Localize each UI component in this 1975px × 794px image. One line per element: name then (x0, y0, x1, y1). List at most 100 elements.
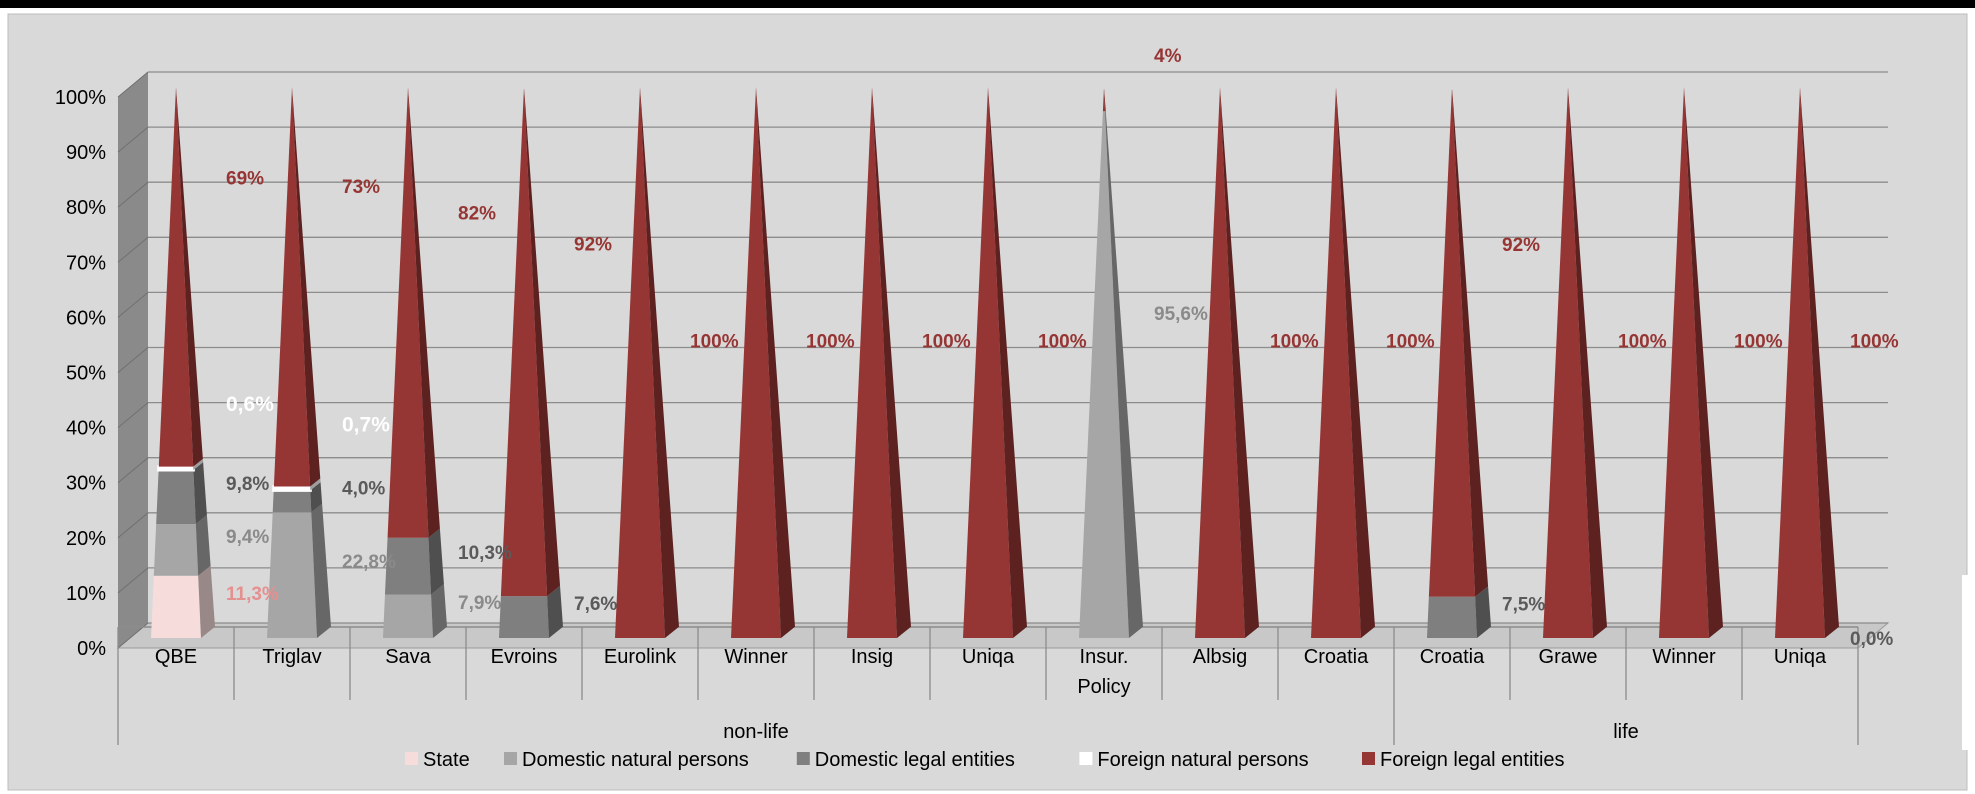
data-label: 92% (574, 235, 612, 256)
segment-front (387, 87, 429, 538)
data-label: 100% (806, 332, 855, 353)
right-shadow (1962, 575, 1975, 750)
x-tick-label: Uniqa (962, 646, 1015, 668)
top-bar (0, 0, 1975, 8)
pyramid-12 (1427, 89, 1491, 638)
data-label: 100% (1038, 332, 1087, 353)
legend-swatch (504, 752, 517, 765)
legend-label: State (423, 749, 470, 771)
segment-side (1684, 87, 1723, 638)
wall-gridline (117, 71, 149, 98)
segment-front (156, 469, 196, 524)
x-tick-label: Uniqa (1774, 646, 1827, 668)
pyramid-13 (1543, 87, 1607, 638)
segment-side (1104, 89, 1106, 112)
segment-side (431, 584, 447, 638)
segment-front (731, 87, 781, 638)
segment-side (756, 87, 795, 638)
wall-gridline (117, 236, 149, 263)
segment-side (195, 515, 211, 576)
wall-gridline (117, 126, 149, 153)
legend-item: Domestic legal entities (796, 749, 1015, 771)
data-label: 7,5% (1502, 594, 1545, 615)
legend-label: Domestic legal entities (815, 749, 1015, 771)
data-label: 10,3% (458, 543, 512, 564)
data-label: 0,6% (226, 393, 274, 416)
data-label: 0,0% (1850, 629, 1893, 650)
x-tick-label: Grawe (1539, 646, 1598, 668)
segment-side (872, 87, 911, 638)
y-tick-label: 70% (66, 252, 106, 274)
wall-gridline (117, 512, 149, 539)
data-label: 4,0% (342, 478, 385, 499)
segment-side (176, 87, 203, 467)
data-label: 22,8% (342, 552, 396, 573)
y-tick-label: 90% (66, 142, 106, 164)
legend-item: Foreign legal entities (1362, 749, 1565, 771)
pyramid-5 (615, 87, 679, 638)
group-label: life (1613, 721, 1639, 743)
wall-gridline (117, 347, 149, 373)
x-tick-label: Albsig (1193, 646, 1247, 668)
segment-front (151, 575, 201, 638)
segment-side (1800, 87, 1839, 638)
pyramid-10 (1195, 87, 1259, 638)
pyramid-14 (1659, 87, 1723, 638)
group-label: non-life (723, 721, 789, 743)
segment-front (267, 512, 317, 638)
segment-front (1079, 111, 1129, 638)
segment-side (310, 482, 323, 513)
data-label: 100% (690, 332, 739, 353)
segment-side (311, 503, 331, 638)
segment-side (1475, 586, 1491, 638)
legend-label: Foreign natural persons (1097, 749, 1308, 771)
segment-front (1311, 87, 1361, 638)
wall-gridline (117, 181, 149, 208)
wall-gridline (117, 457, 149, 484)
segment-side (1105, 110, 1143, 638)
segment-front (847, 87, 897, 638)
data-label: 100% (1734, 332, 1783, 353)
pyramid-4 (499, 89, 563, 638)
segment-front (963, 87, 1013, 638)
data-label: 7,9% (458, 593, 501, 614)
legend-item: Domestic natural persons (504, 749, 749, 771)
segment-side (524, 89, 561, 597)
wall-gridline (117, 567, 149, 594)
pyramid-3 (383, 87, 447, 638)
segment-front (272, 484, 312, 492)
data-label: 100% (1386, 332, 1435, 353)
y-tick-label: 40% (66, 418, 106, 440)
segment-side (193, 458, 204, 470)
pyramid-6 (731, 87, 795, 638)
data-label: 4% (1154, 46, 1182, 67)
pyramid-8 (963, 87, 1027, 638)
y-tick-label: 0% (77, 638, 106, 660)
x-tick-label: Evroins (491, 646, 558, 668)
y-tick-label: 100% (55, 87, 106, 109)
segment-side (1220, 87, 1259, 638)
y-tick-label: 60% (66, 307, 106, 329)
y-tick-label: 30% (66, 473, 106, 495)
segment-side (408, 87, 440, 538)
x-tick-label: Croatia (1420, 646, 1485, 668)
x-tick-label: Policy (1077, 676, 1130, 698)
x-tick-label: Insur. (1080, 646, 1129, 668)
pyramid-11 (1311, 87, 1375, 638)
legend-item: Foreign natural persons (1079, 749, 1309, 771)
segment-front (153, 523, 199, 576)
segment-front (384, 537, 432, 595)
segment-front (158, 87, 194, 467)
legend-swatch (405, 752, 418, 765)
segment-side (1452, 89, 1489, 597)
segment-front (273, 87, 311, 487)
segment-side (640, 87, 679, 638)
pyramid-15 (1775, 87, 1839, 638)
segment-front (383, 594, 433, 638)
segment-front (1427, 596, 1477, 638)
x-tick-label: Winner (1652, 646, 1716, 668)
y-tick-label: 10% (66, 583, 106, 605)
legend-swatch (1362, 752, 1375, 765)
